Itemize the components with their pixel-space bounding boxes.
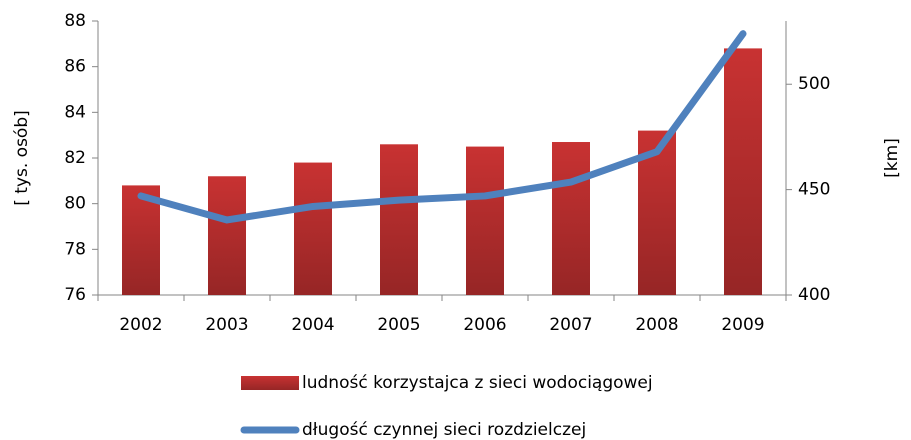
y-tick-label: 86 xyxy=(64,57,86,77)
x-tick-label: 2006 xyxy=(463,315,506,335)
y2-tick-label: 400 xyxy=(798,285,830,305)
x-tick-label: 2007 xyxy=(549,315,592,335)
y-axis-label: [ tys. osób] xyxy=(12,110,32,206)
bar-shade xyxy=(122,185,160,295)
y2-tick-label: 500 xyxy=(798,74,830,94)
x-tick-label: 2008 xyxy=(635,315,678,335)
y-tick-label: 76 xyxy=(64,285,86,305)
legend-label: ludność korzystajca z sieci wodociągowej xyxy=(302,373,653,393)
legend-label: długość czynnej sieci rozdzielczej xyxy=(302,420,586,440)
x-tick-label: 2009 xyxy=(721,315,764,335)
x-tick-label: 2003 xyxy=(205,315,248,335)
y2-tick-label: 450 xyxy=(798,180,830,200)
x-tick-label: 2002 xyxy=(119,315,162,335)
y-tick-label: 88 xyxy=(64,11,86,31)
y-tick-label: 80 xyxy=(64,194,86,214)
bar-shade xyxy=(208,176,246,295)
bar-shade xyxy=(552,142,590,295)
x-tick-label: 2005 xyxy=(377,315,420,335)
y2-axis-label: [km] xyxy=(882,138,902,178)
bar-shade xyxy=(294,162,332,295)
y-tick-label: 84 xyxy=(64,102,86,122)
legend-swatch-shade xyxy=(241,376,299,390)
y-tick-label: 78 xyxy=(64,239,86,259)
bar-shade xyxy=(380,144,418,295)
x-tick-label: 2004 xyxy=(291,315,334,335)
y-tick-label: 82 xyxy=(64,148,86,168)
bar-shade xyxy=(724,48,762,296)
bar-shade xyxy=(466,146,504,295)
line xyxy=(137,30,747,224)
